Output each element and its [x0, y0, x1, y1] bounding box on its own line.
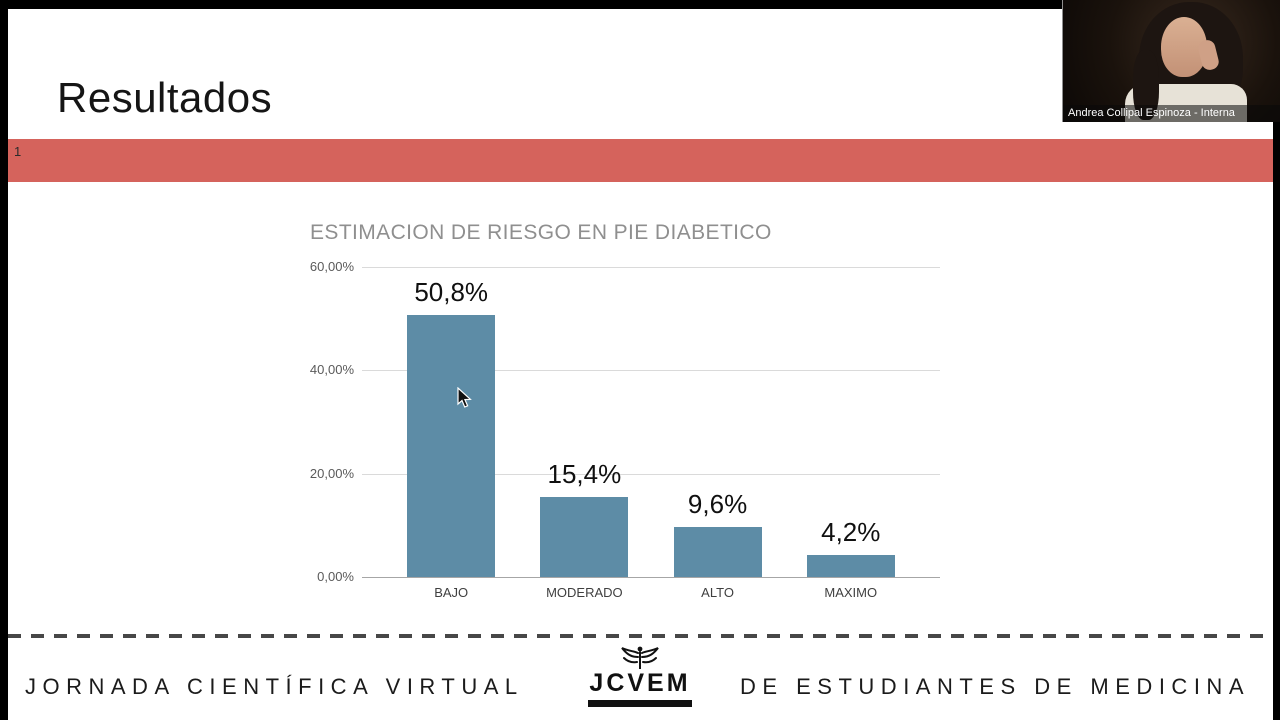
- gridline-20: [362, 473, 940, 475]
- dashed-divider: [8, 634, 1273, 638]
- bar-value-label: 50,8%: [414, 276, 489, 307]
- section-number: 1: [14, 144, 22, 159]
- bar-value-label: 4,2%: [821, 517, 881, 548]
- jcvem-logo: JCVEM: [574, 645, 706, 707]
- letterbox-top: [0, 0, 1280, 9]
- x-axis-labels: BAJO MODERADO ALTO MAXIMO: [362, 585, 940, 600]
- gridline-40: [362, 370, 940, 372]
- footer-left-text: JORNADA CIENTÍFICA VIRTUAL: [25, 674, 524, 699]
- y-axis-tick: 0,00%: [317, 569, 354, 584]
- letterbox-right: [1273, 0, 1280, 720]
- logo-text: JCVEM: [589, 669, 691, 697]
- bar-bajo: 50,8%: [407, 277, 496, 577]
- webcam-thumbnail[interactable]: Andrea Collipal Espinoza - Interna: [1062, 0, 1280, 122]
- footer-right-text: DE ESTUDIANTES DE MEDICINA: [739, 674, 1250, 699]
- x-axis-label: BAJO: [434, 585, 469, 600]
- gridline-60: [362, 267, 940, 268]
- caduceus-wings-icon: [588, 645, 692, 669]
- section-banner: 1: [0, 139, 1280, 182]
- x-axis-label: MAXIMO: [824, 585, 878, 600]
- chart-plot-area: 60,00% 40,00% 20,00% 0,00% 50,8% 15,4% 9…: [310, 259, 940, 584]
- bar-alto: 9,6%: [673, 489, 762, 577]
- x-axis-label: MODERADO: [546, 585, 623, 600]
- logo-underline: [588, 700, 692, 707]
- y-axis-tick: 60,00%: [309, 259, 354, 274]
- participant-name-label: Andrea Collipal Espinoza - Interna: [1063, 105, 1280, 122]
- bar-series: 50,8% 15,4% 9,6% 4,2%: [362, 267, 940, 577]
- bar-value-label: 9,6%: [687, 489, 748, 520]
- bar-maximo: 4,2%: [806, 517, 895, 577]
- chart-title: ESTIMACION DE RIESGO EN PIE DIABETICO: [310, 221, 772, 244]
- bar-value-label: 15,4%: [547, 459, 622, 490]
- y-axis-tick: 20,00%: [309, 465, 354, 481]
- cursor-icon: [457, 387, 472, 408]
- letterbox-left: [0, 0, 8, 720]
- y-axis-tick: 40,00%: [309, 362, 354, 378]
- slide-title: Resultados: [57, 74, 273, 121]
- x-axis-label: ALTO: [701, 585, 734, 600]
- bar-moderado: 15,4%: [540, 459, 629, 577]
